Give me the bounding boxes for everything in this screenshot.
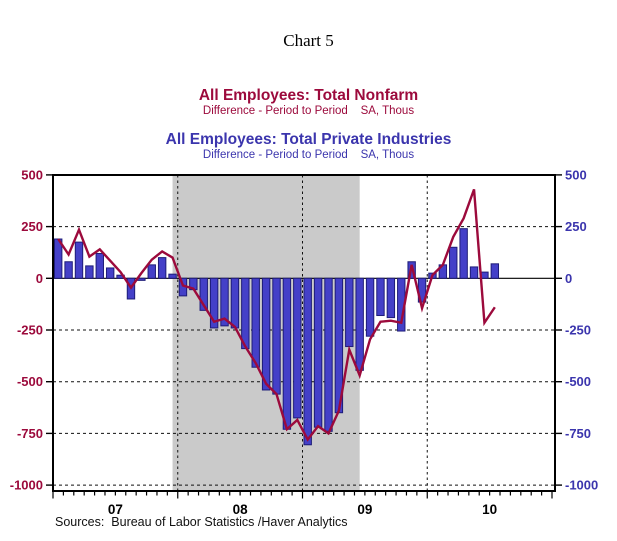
bar bbox=[230, 277, 240, 329]
y-axis-label-right: 500 bbox=[565, 167, 587, 182]
bar bbox=[147, 264, 156, 279]
bar bbox=[449, 246, 458, 279]
bar bbox=[469, 266, 479, 279]
y-axis-label-right: -500 bbox=[565, 374, 591, 389]
y-axis-label-right: 250 bbox=[565, 219, 587, 234]
nonfarm-series-subtitle: Difference - Period to Period SA, Thous bbox=[202, 105, 415, 117]
chart-number-title: Chart 5 bbox=[283, 31, 334, 50]
nonfarm-line bbox=[57, 188, 496, 442]
bar bbox=[261, 277, 271, 391]
bar bbox=[95, 252, 104, 279]
y-axis-label-right: 0 bbox=[565, 271, 572, 286]
bar bbox=[241, 277, 250, 350]
nonfarm-series-title: All Employees: Total Nonfarm bbox=[198, 87, 419, 104]
source-note: Sources: Bureau of Labor Statistics /Hav… bbox=[55, 515, 348, 529]
x-axis-year-label: 08 bbox=[233, 502, 249, 517]
y-axis-label-left: -750 bbox=[17, 426, 43, 441]
bar bbox=[168, 273, 177, 279]
y-axis-label-left: -250 bbox=[17, 323, 43, 338]
y-axis-label-right: -750 bbox=[565, 426, 591, 441]
y-axis-label-left: 0 bbox=[36, 271, 43, 286]
bar bbox=[459, 228, 468, 279]
bar bbox=[345, 277, 354, 348]
private-series-title: All Employees: Total Private Industries bbox=[165, 131, 452, 148]
bar bbox=[105, 267, 115, 279]
bar bbox=[157, 257, 167, 279]
bar bbox=[85, 265, 94, 279]
private-series-subtitle: Difference - Period to Period SA, Thous bbox=[202, 149, 415, 161]
y-axis-label-right: -250 bbox=[565, 323, 591, 338]
bar bbox=[355, 277, 364, 371]
bar bbox=[313, 277, 323, 428]
bar bbox=[365, 277, 375, 337]
bar bbox=[490, 263, 500, 279]
bar bbox=[324, 277, 333, 432]
x-axis-year-label: 09 bbox=[357, 502, 372, 517]
bar bbox=[303, 277, 312, 446]
bar bbox=[293, 277, 302, 419]
bar bbox=[64, 261, 73, 279]
bar bbox=[386, 277, 396, 319]
bar bbox=[209, 277, 219, 329]
x-axis-year-label: 10 bbox=[482, 502, 497, 517]
bar bbox=[376, 277, 385, 317]
bar bbox=[74, 241, 84, 279]
x-axis-year-label: 07 bbox=[108, 502, 123, 517]
y-axis-label-right: -1000 bbox=[565, 478, 598, 493]
bar bbox=[199, 277, 208, 311]
plot-frame bbox=[52, 174, 556, 492]
y-axis-label-left: -1000 bbox=[10, 478, 43, 493]
bar bbox=[272, 277, 281, 395]
bar bbox=[251, 277, 260, 368]
bar bbox=[282, 277, 292, 430]
y-axis-label-left: -500 bbox=[17, 374, 43, 389]
y-axis-label-left: 500 bbox=[21, 167, 43, 182]
y-axis-label-left: 250 bbox=[21, 219, 43, 234]
bar bbox=[220, 277, 229, 327]
